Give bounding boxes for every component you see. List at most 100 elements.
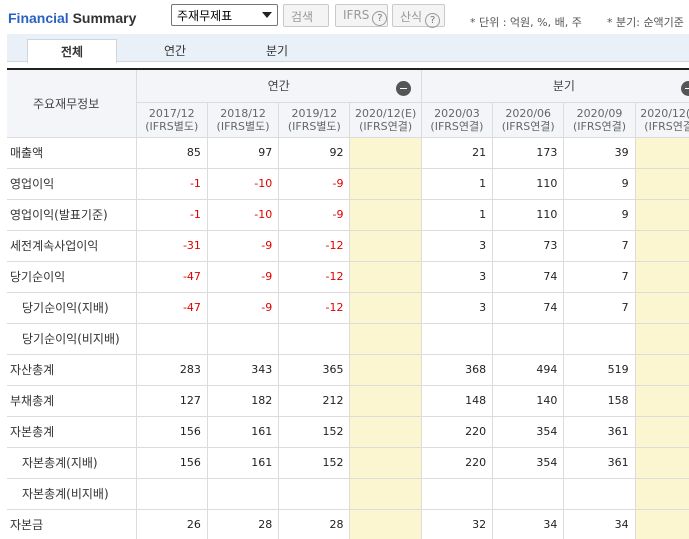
table-cell: 354 [492,447,565,479]
table-cell [349,292,422,324]
row-label: 자산총계 [7,354,137,386]
table-cell: 152 [278,416,351,448]
table-cell: 74 [492,261,565,293]
table-cell: -9 [207,230,280,262]
tab-quarterly[interactable]: 분기 [265,44,289,58]
table-cell [635,292,689,324]
formula-button[interactable]: 산식? [392,4,445,28]
table-row: 당기순이익(비지배) [7,323,689,355]
period-header: 2020/12(E)(IFRS연결) [635,102,689,138]
table-cell: 173 [492,137,565,169]
row-label: 부채총계 [7,385,137,417]
table-cell [635,416,689,448]
table-cell [635,447,689,479]
table-cell [349,354,422,386]
tab-all[interactable]: 전체 [27,39,117,63]
table-cell: 1 [420,168,494,200]
table-cell [635,354,689,386]
table-row: 매출액 85 97 92 21 173 39 [7,137,689,169]
table-cell: 3 [420,261,494,293]
table-row: 당기순이익(지배) -47 -9 -12 3 74 7 [7,292,689,324]
table-cell: 26 [136,509,208,539]
table-cell [278,478,351,510]
table-cell: -12 [278,261,351,293]
table-cell: 161 [207,447,280,479]
table-cell: 34 [492,509,565,539]
table-cell: 354 [492,416,565,448]
table-cell: -9 [278,168,351,200]
search-button[interactable]: 검색 [283,4,329,27]
ifrs-button[interactable]: IFRS? [335,4,388,27]
row-label: 자본총계(지배) [7,447,137,479]
table-cell: 34 [563,509,636,539]
table-cell: 158 [563,385,636,417]
table-row: 자본총계(지배) 156 161 152 220 354 361 [7,447,689,479]
period-header: 2020/09 (IFRS연결) [563,102,636,138]
period-date: 2017/12 [148,106,195,120]
table-cell [635,168,689,200]
table-cell [420,478,494,510]
period-header: 2020/03 (IFRS연결) [420,102,494,138]
table-cell [635,509,689,539]
row-label: 당기순이익(비지배) [7,323,137,355]
table-cell [635,261,689,293]
table-cell: 7 [563,230,636,262]
row-label: 영업이익(발표기준) [7,199,137,231]
table-cell: -1 [136,199,208,231]
table-cell [278,323,351,355]
period-basis: (IFRS별도) [216,119,270,133]
table-row: 자본총계(비지배) [7,478,689,510]
table-cell: 127 [136,385,208,417]
table-row: 자본금 26 28 28 32 34 34 [7,509,689,539]
table-row: 세전계속사업이익 -31 -9 -12 3 73 7 [7,230,689,262]
table-cell [136,478,208,510]
table-cell [635,137,689,169]
table-row: 자본총계 156 161 152 220 354 361 [7,416,689,448]
period-basis: (IFRS연결) [572,119,627,133]
formula-label: 산식 [400,10,423,24]
ifrs-label: IFRS [343,8,370,22]
table-cell [136,323,208,355]
period-date: 2019/12 [291,106,338,120]
statement-select[interactable]: 주재무제표 [171,4,278,26]
row-label: 영업이익 [7,168,137,200]
table-cell [635,230,689,262]
table-cell [635,199,689,231]
table-cell [349,447,422,479]
table-cell [349,478,422,510]
table-cell: 28 [207,509,280,539]
collapse-icon[interactable] [395,81,411,96]
period-basis: (IFRS별도) [287,119,341,133]
table-cell: 97 [207,137,280,169]
top-bar: Financial Summary 주재무제표 검색 IFRS? 산식? * 단… [0,0,689,34]
row-label: 당기순이익(지배) [7,292,137,324]
period-date: 2018/12 [220,106,266,120]
table-cell: 92 [278,137,351,169]
period-date: 2020/12(E) [355,106,417,120]
period-header: 2017/12 (IFRS별도) [136,102,208,138]
period-header: 2019/12 (IFRS별도) [278,102,351,138]
table-cell: 110 [492,168,565,200]
page-title: Financial Summary [8,10,136,26]
table-cell [349,385,422,417]
period-header: 2020/12(E)(IFRS연결) [349,102,422,138]
table-cell: 7 [563,261,636,293]
row-label: 매출액 [7,137,137,169]
table-cell [492,323,565,355]
table-cell: -12 [278,292,351,324]
statement-select-value: 주재무제표 [177,9,233,23]
table-row: 영업이익(발표기준) -1 -10 -9 1 110 9 [7,199,689,231]
financial-summary-table: 주요재무정보 연간 분기 2017/12 (IFRS별도) 2018/12 (IFRS… [7,70,689,539]
period-header: 2020/06 (IFRS연결) [492,102,565,138]
table-cell: -1 [136,168,208,200]
tab-annual[interactable]: 연간 [163,44,187,58]
period-basis: (IFRS별도) [145,119,199,133]
period-basis: (IFRS연결) [430,119,484,133]
chevron-down-icon [262,12,272,18]
table-cell: 85 [136,137,208,169]
table-cell: 9 [563,199,636,231]
collapse-icon[interactable] [681,81,689,96]
table-cell: 519 [563,354,636,386]
table-cell: 220 [420,416,494,448]
table-cell: 361 [563,416,636,448]
